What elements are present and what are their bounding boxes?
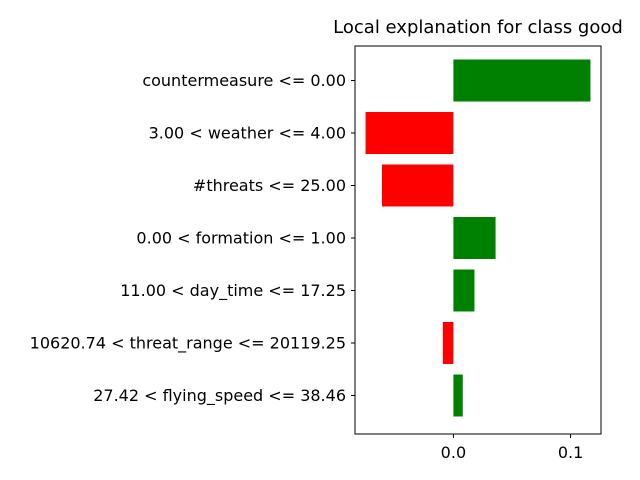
- bar-3: [453, 217, 496, 259]
- category-labels-group: countermeasure <= 0.00 3.00 < weather <= …: [30, 71, 355, 406]
- axes-frame: [354, 45, 602, 435]
- category-label-5: 10620.74 < threat_range <= 20119.25: [30, 334, 346, 354]
- category-label-2: #threats <= 25.00: [193, 176, 346, 195]
- category-label-0: countermeasure <= 0.00: [142, 71, 346, 90]
- bar-4: [453, 269, 475, 312]
- bar-6: [453, 374, 463, 417]
- x-tick-label-0: 0.0: [441, 443, 466, 462]
- bars-group: [365, 59, 591, 417]
- category-label-1: 3.00 < weather <= 4.00: [149, 124, 346, 143]
- bar-0: [453, 59, 591, 102]
- category-label-3: 0.00 < formation <= 1.00: [136, 229, 346, 248]
- x-ticks-group: 0.0 0.1: [441, 434, 583, 462]
- bar-5: [442, 322, 454, 364]
- category-label-6: 27.42 < flying_speed <= 38.46: [93, 386, 346, 406]
- x-tick-label-1: 0.1: [558, 443, 583, 462]
- chart-title: Local explanation for class good: [333, 17, 623, 38]
- category-label-4: 11.00 < day_time <= 17.25: [120, 281, 346, 301]
- bar-2: [381, 164, 454, 207]
- bar-1: [365, 112, 454, 154]
